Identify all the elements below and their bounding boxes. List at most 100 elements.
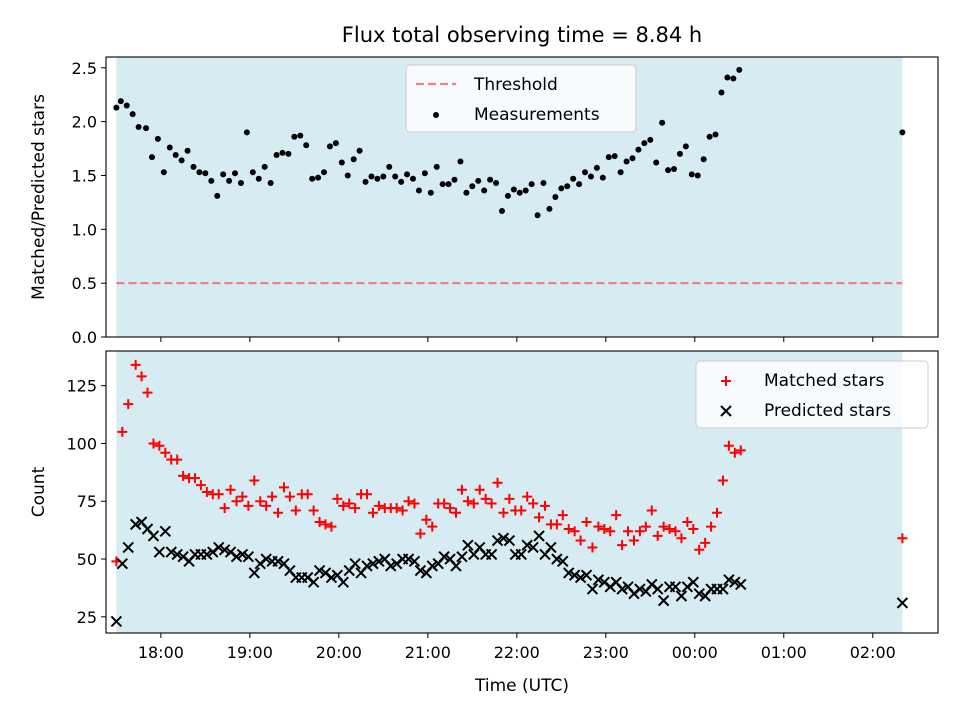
predicted-star-point: [361, 560, 373, 572]
axes-frame: [105, 350, 939, 634]
predicted-star-point: [568, 569, 581, 581]
measurement-point: [457, 158, 464, 165]
predicted-star-point: [260, 553, 272, 565]
predicted-star-point: [230, 551, 243, 563]
predicted-star-point: [551, 553, 563, 565]
matched-star-point: [267, 491, 278, 502]
predicted-star-point: [580, 569, 593, 581]
measurement-point: [332, 140, 339, 147]
legend-measurements-swatch: [433, 112, 439, 118]
measurement-point: [409, 175, 416, 182]
matched-star-point: [634, 526, 645, 537]
matched-star-point: [682, 517, 693, 528]
matched-star-point: [160, 447, 171, 458]
panel-1: 0.0 0.5 1.0 1.5 2.0 2.5 Matched/Predicted star…: [29, 56, 939, 347]
measurement-point: [516, 189, 523, 196]
matched-star-point: [670, 526, 681, 537]
measurement-point: [611, 153, 618, 160]
measurement-point: [659, 119, 666, 126]
measurement-point: [451, 176, 458, 183]
matched-star-point: [462, 496, 473, 507]
matched-star-point: [284, 491, 295, 502]
matched-star-point: [421, 514, 432, 525]
matched-star-point: [581, 517, 592, 528]
axes-frame: [105, 56, 939, 338]
measurement-point: [899, 129, 906, 136]
matched-star-point: [492, 477, 503, 488]
measurement-point: [196, 169, 203, 176]
measurement-point: [653, 159, 660, 166]
matched-star-point: [700, 537, 711, 548]
matched-star-point: [403, 496, 414, 507]
y-tick-label: 25: [77, 608, 97, 627]
measurement-point: [202, 170, 209, 177]
measurement-point: [629, 155, 636, 162]
matched-star-point: [557, 510, 568, 521]
measurement-point: [178, 157, 185, 164]
measurement-point: [255, 175, 262, 182]
measurement-point: [356, 147, 363, 154]
predicted-star-point: [367, 557, 379, 570]
legend-matched-swatch: [721, 376, 731, 386]
predicted-star-point: [515, 548, 527, 561]
measurement-point: [522, 187, 529, 194]
x-tick-label: 02:00: [850, 643, 896, 662]
predicted-star-point: [236, 548, 249, 561]
measurement-point: [641, 140, 648, 147]
matched-star-point: [172, 454, 183, 465]
measurement-point: [481, 187, 488, 194]
measurement-point: [273, 152, 280, 158]
panel-2: 25 50 75 100 125 18:00 19:00 20:00 21:00 22:00 23:…: [29, 350, 939, 696]
matched-star-point: [362, 489, 373, 500]
predicted-star-point: [325, 571, 338, 584]
measurement-point: [261, 163, 268, 170]
matched-star-point: [249, 475, 260, 486]
measurement-point: [564, 183, 571, 190]
matched-star-point: [611, 510, 622, 521]
predicted-star-point: [153, 546, 166, 558]
measurement-point: [220, 171, 227, 178]
measurement-point: [730, 75, 737, 82]
measurement-point: [232, 170, 239, 177]
predicted-star-point: [634, 583, 646, 595]
predicted-star-point: [438, 551, 450, 563]
measurement-point: [267, 180, 274, 186]
matched-star-point: [694, 544, 705, 555]
x-tick-label: 18:00: [138, 643, 184, 662]
matched-star-point: [498, 507, 509, 518]
predicted-star-point: [213, 541, 225, 554]
matched-star-point: [350, 503, 361, 514]
predicted-star-point: [586, 583, 599, 595]
measurement-point: [291, 133, 298, 140]
measurement-point: [712, 131, 719, 138]
y-tick-label: 50: [77, 550, 97, 569]
matched-star-point: [723, 440, 734, 451]
measurement-point: [315, 174, 322, 181]
predicted-star-point: [171, 548, 183, 561]
matched-star-point: [225, 484, 236, 495]
measurement-point: [463, 189, 470, 196]
matched-star-point: [261, 500, 272, 511]
x-tick-label: 20:00: [316, 643, 362, 662]
legend-label-matched: Matched stars: [764, 371, 884, 391]
matched-star-point: [658, 521, 669, 532]
x-axis-label: Time (UTC): [474, 676, 569, 696]
legend-label-predicted: Predicted stars: [764, 401, 891, 421]
predicted-star-point: [462, 539, 474, 551]
predicted-star-point: [521, 539, 533, 551]
predicted-star-point: [491, 534, 504, 547]
measurement-point: [338, 159, 345, 166]
measurement-point: [415, 187, 422, 194]
measurement-point: [160, 169, 167, 176]
predicted-star-point: [735, 578, 747, 591]
measurement-point: [237, 180, 244, 186]
predicted-star-point: [574, 571, 587, 584]
y-tick-label: 2.5: [72, 59, 97, 78]
y-tick-label: 0.0: [72, 328, 97, 347]
measurement-point: [208, 177, 215, 184]
matched-star-point: [243, 500, 254, 511]
matched-star-point: [486, 498, 497, 509]
measurement-point: [688, 171, 695, 178]
predicted-star-point: [485, 548, 498, 561]
matched-star-point: [195, 480, 206, 491]
